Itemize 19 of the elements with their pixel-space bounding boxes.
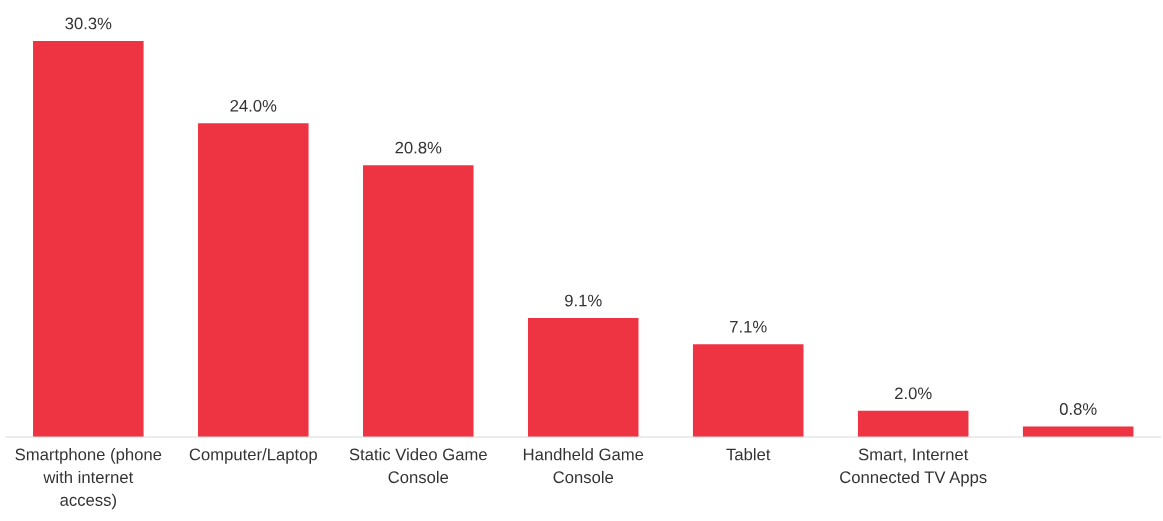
data-label: 20.8% <box>395 141 442 154</box>
x-tick-label: Computer/Laptop <box>189 448 317 464</box>
bar <box>692 344 804 437</box>
x-tick-label: Smartphone (phone with internet access) <box>15 448 162 510</box>
x-tick-label: Smart, Internet Connected TV Apps <box>840 448 987 487</box>
x-tick-label: Tablet <box>726 448 771 461</box>
bar <box>198 123 309 437</box>
x-tick-label: Static Video Game Console <box>349 448 487 484</box>
data-label: 24.0% <box>230 99 277 112</box>
data-label: 2.0% <box>895 387 932 400</box>
data-label: 30.3% <box>65 17 112 30</box>
bar <box>33 41 144 437</box>
data-label: 9.1% <box>565 294 602 307</box>
x-tick-label: Handheld Game Console <box>523 448 644 484</box>
bar <box>857 410 969 437</box>
bar <box>527 318 639 437</box>
bar <box>363 165 474 437</box>
data-label: 7.1% <box>730 320 767 333</box>
data-label: 0.8% <box>1059 403 1097 415</box>
